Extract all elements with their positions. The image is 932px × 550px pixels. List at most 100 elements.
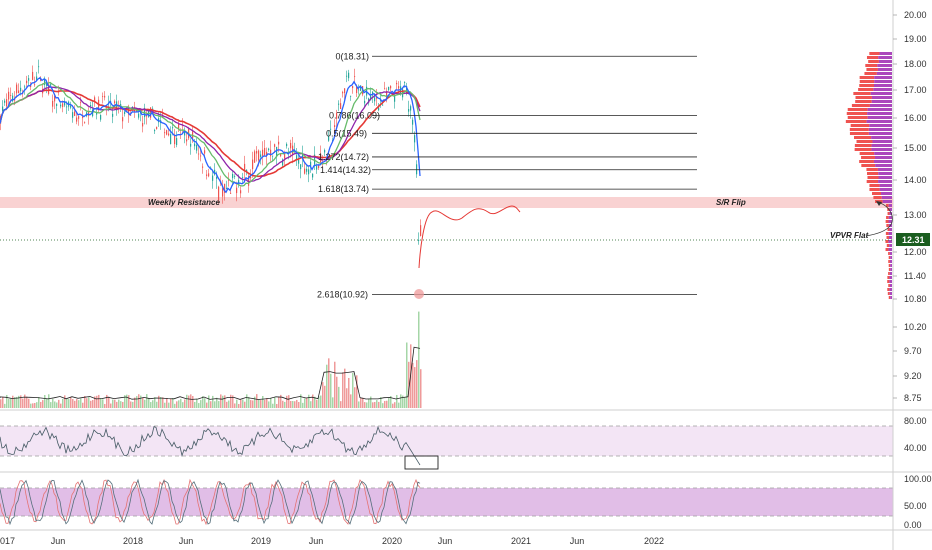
volume-bar <box>290 400 292 408</box>
volume-bar <box>42 400 44 408</box>
candle-body <box>340 103 342 109</box>
vpvr-flat-arrow <box>865 202 893 237</box>
candle-body <box>396 83 398 85</box>
candle-body <box>272 155 274 157</box>
vpvr-bar-down <box>888 264 891 267</box>
vpvr-bar-up <box>889 252 892 255</box>
rsi-axis-ticks: 80.00 40.00 <box>904 416 927 453</box>
candle-body <box>218 186 220 201</box>
candle-body <box>252 159 254 170</box>
rsi-tick-label: 40.00 <box>904 443 927 453</box>
fib-level-label: 0.786(16.09) <box>329 110 380 120</box>
volume-bar <box>76 399 78 408</box>
volume-bar <box>230 394 232 408</box>
volume-bar <box>294 401 296 408</box>
candle-body <box>196 144 198 151</box>
weekly-resistance-zone <box>0 197 893 208</box>
vpvr-arrow-head <box>876 201 882 206</box>
volume-bar <box>200 400 202 408</box>
candle-body <box>280 153 282 156</box>
candle-body <box>318 165 320 168</box>
volume-bar <box>374 401 376 408</box>
vpvr-bar-down <box>855 96 872 99</box>
candle-body <box>198 153 200 155</box>
volume-bar <box>288 395 290 408</box>
volume-bar <box>256 394 258 408</box>
candle-body <box>178 123 180 130</box>
volume-bar <box>278 396 280 408</box>
volume-bar <box>62 398 64 408</box>
volume-bar <box>196 398 198 408</box>
vpvr-bar-down <box>859 76 875 79</box>
time-axis-label: Jun <box>309 536 324 546</box>
candle-body <box>6 99 8 107</box>
time-axis-label: 2018 <box>123 536 143 546</box>
volume-bar <box>364 402 366 408</box>
vpvr-bar-up <box>879 52 892 55</box>
candle-body <box>20 87 22 92</box>
candle-body <box>60 104 62 107</box>
vpvr-bar-down <box>866 180 879 183</box>
volume-bar <box>220 394 222 408</box>
volume-bar <box>60 403 62 408</box>
vpvr-bar-down <box>885 220 889 223</box>
volume-bar <box>38 397 40 408</box>
volume-bar <box>68 399 70 408</box>
volume-bar <box>334 361 336 408</box>
volume-bar <box>240 399 242 408</box>
volume-bar <box>74 400 76 408</box>
candle-body <box>24 86 26 88</box>
volume-bar <box>332 397 334 408</box>
volume-bar <box>102 399 104 408</box>
vpvr-bar-down <box>888 256 891 259</box>
vpvr-bar-up <box>888 232 892 235</box>
candle-body <box>378 107 380 111</box>
candle-body <box>234 176 236 177</box>
candle-body <box>346 75 348 77</box>
volume-bar <box>414 367 416 408</box>
candle-body <box>82 116 84 119</box>
volume-bar <box>56 402 58 408</box>
volume-bar <box>184 399 186 408</box>
volume-bar <box>112 399 114 408</box>
stoch-axis-ticks: 100.00 50.00 0.00 <box>904 474 932 530</box>
volume-bar <box>124 395 126 408</box>
time-axis-label: 2020 <box>382 536 402 546</box>
candle-body <box>156 126 158 129</box>
candle-body <box>394 95 396 102</box>
candle-body <box>262 149 264 156</box>
volume-bar <box>306 397 308 408</box>
vpvr-bar-up <box>874 152 892 155</box>
vpvr-bar-down <box>853 92 871 95</box>
candle-body <box>398 86 400 89</box>
fib-level-label: 0.5(15.49) <box>326 128 367 138</box>
vpvr-bar-down <box>859 160 874 163</box>
candle-body <box>328 136 330 141</box>
volume-bar <box>360 398 362 408</box>
volume-bar <box>158 395 160 408</box>
candle-body <box>302 154 304 159</box>
moving-average-line <box>0 76 421 194</box>
volume-bar <box>322 382 324 408</box>
volume-bar <box>30 403 32 408</box>
volume-bar <box>182 402 184 408</box>
candle-body <box>38 66 40 68</box>
vpvr-bar-down <box>869 52 880 55</box>
vpvr-bar-up <box>871 100 892 103</box>
candle-body <box>352 86 354 89</box>
vpvr-bar-down <box>887 276 890 279</box>
vpvr-bar-up <box>889 260 892 263</box>
candle-body <box>400 86 402 94</box>
candle-body <box>194 143 196 147</box>
candle-body <box>388 86 390 90</box>
vpvr-bar-down <box>867 176 879 179</box>
volume-bar <box>326 364 328 408</box>
vpvr-bar-down <box>866 168 878 171</box>
candle-body <box>222 188 224 197</box>
vpvr-bar-up <box>871 136 892 139</box>
volume-bar <box>96 395 98 408</box>
volume-bar <box>20 395 22 408</box>
volume-bar <box>14 397 16 408</box>
